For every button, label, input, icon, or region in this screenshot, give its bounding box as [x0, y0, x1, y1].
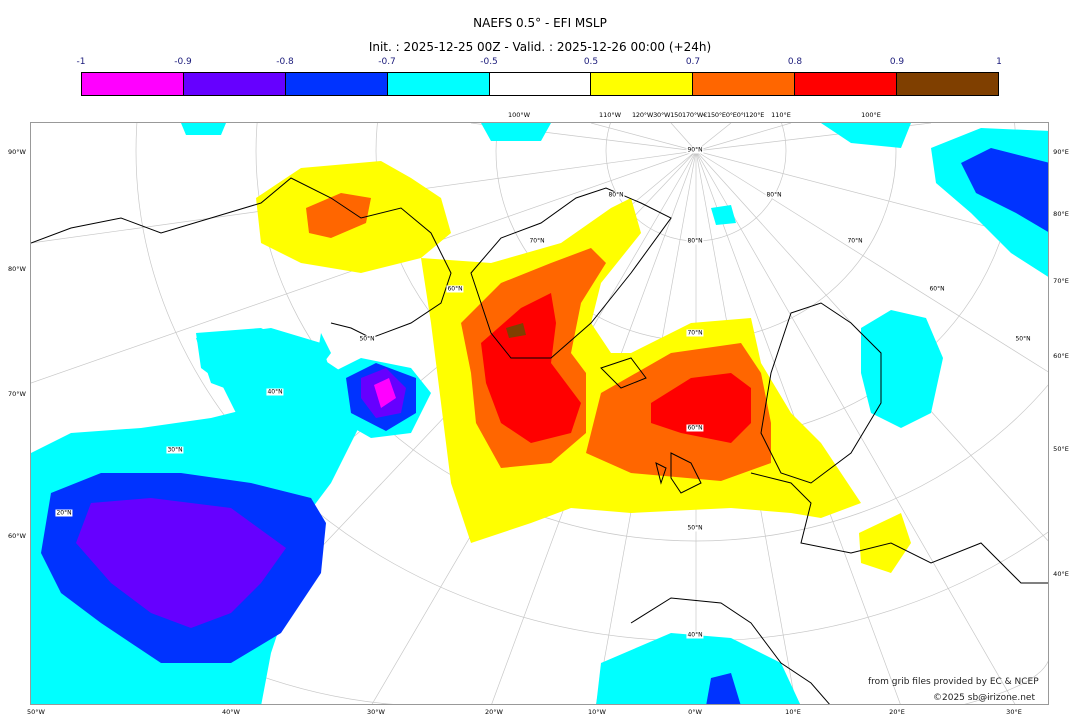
colorbar-tick: 0.9	[889, 57, 905, 67]
latitude-label: 60°N	[928, 285, 946, 293]
latitude-label: 80°N	[607, 191, 625, 199]
colorbar-tick: 0.7	[685, 57, 701, 67]
colorbar-tick: -0.8	[276, 57, 294, 67]
copyright: ©2025 sb@irizone.net	[933, 693, 1035, 703]
top-axis-label: 100°W	[507, 111, 531, 119]
left-axis-label: 60°W	[8, 532, 26, 540]
colorbar-bin	[693, 73, 796, 95]
red-region-greenland	[481, 293, 581, 443]
colorbar-bin	[183, 73, 286, 95]
latitude-label: 60°N	[446, 285, 464, 293]
bottom-axis-label: 10°E	[785, 708, 801, 716]
cyan-region-mediterranean	[596, 633, 801, 704]
bottom-axis-label: 40°W	[222, 708, 240, 716]
blue-region-siberia	[961, 148, 1048, 232]
cyan-region-azores	[196, 328, 331, 398]
colorbar-tick: 1	[996, 57, 1002, 67]
top-axis-label: 100°E	[861, 111, 881, 119]
right-axis-label: 60°E	[1053, 352, 1069, 360]
coastlines	[31, 177, 1048, 704]
latitude-label: 90°N	[686, 146, 704, 154]
top-axis-label: 110°W	[598, 111, 622, 119]
bottom-axis-label: 0°W	[688, 708, 702, 716]
colorbar-bin	[82, 73, 184, 95]
left-axis-label: 90°W	[8, 148, 26, 156]
map-title: NAEFS 0.5° - EFI MSLP	[473, 16, 607, 30]
latitude-label: 30°N	[166, 446, 184, 454]
yellow-region-balkans	[859, 513, 911, 573]
colorbar-bin	[897, 73, 999, 95]
colorbar-bin	[591, 73, 694, 95]
right-axis-label: 80°E	[1053, 210, 1069, 218]
right-axis-label: 70°E	[1053, 277, 1069, 285]
right-axis-label: 50°E	[1053, 445, 1069, 453]
latitude-label: 80°N	[686, 237, 704, 245]
latitude-label: 40°N	[266, 388, 284, 396]
efi-field	[31, 123, 1048, 704]
bottom-axis-label: 50°W	[27, 708, 45, 716]
latitude-label: 70°N	[686, 329, 704, 337]
violet-region-atlantic	[76, 498, 286, 628]
colorbar-tick: -0.9	[174, 57, 192, 67]
magenta-region-iceland-low	[374, 378, 396, 408]
bottom-axis-label: 30°W	[367, 708, 385, 716]
colorbar-tick: 0.5	[583, 57, 599, 67]
positive-anomalies	[256, 161, 911, 573]
colorbar-bin	[285, 73, 388, 95]
colorbar	[81, 72, 999, 96]
latitude-label: 50°N	[358, 335, 376, 343]
latitude-label: 60°N	[686, 424, 704, 432]
right-axis-label: 90°E	[1053, 148, 1069, 156]
right-axis-label: 40°E	[1053, 570, 1069, 578]
top-axis-label: 110°E	[771, 111, 791, 119]
colorbar-tick: -0.7	[378, 57, 396, 67]
latitude-label: 80°N	[765, 191, 783, 199]
orange-region-canada	[306, 193, 371, 238]
map-panel	[30, 122, 1049, 705]
negative-anomalies	[31, 123, 1048, 704]
blue-region-mediterranean	[706, 673, 741, 704]
cyan-region-urals	[861, 310, 943, 428]
top-axis-label: 120°W30°W150170°W€150°E0°E0°I120°E	[632, 111, 765, 119]
latitude-label: 70°N	[846, 237, 864, 245]
colorbar-tick: 0.8	[787, 57, 803, 67]
colorbar-bin	[795, 73, 898, 95]
left-axis-label: 70°W	[8, 390, 26, 398]
latitude-label: 20°N	[55, 509, 73, 517]
colorbar-bin	[489, 73, 592, 95]
bottom-axis-label: 30°E	[1006, 708, 1022, 716]
bottom-axis-label: 20°W	[485, 708, 503, 716]
latitude-label: 50°N	[1014, 335, 1032, 343]
latitude-label: 40°N	[686, 631, 704, 639]
cyan-region-arctic	[181, 123, 911, 225]
latitude-label: 50°N	[686, 524, 704, 532]
latitude-label: 70°N	[528, 237, 546, 245]
colorbar-tick: -1	[76, 57, 86, 67]
colorbar-tick: -0.5	[480, 57, 498, 67]
bottom-axis-label: 10°W	[588, 708, 606, 716]
map-subtitle: Init. : 2025-12-25 00Z - Valid. : 2025-1…	[368, 40, 712, 54]
bottom-axis-label: 20°E	[889, 708, 905, 716]
red-region-northsea	[651, 373, 751, 443]
left-axis-label: 80°W	[8, 265, 26, 273]
brown-region-greenland	[506, 323, 526, 338]
colorbar-bin	[387, 73, 490, 95]
source-credit: from grib files provided by EC & NCEP	[868, 677, 1039, 687]
